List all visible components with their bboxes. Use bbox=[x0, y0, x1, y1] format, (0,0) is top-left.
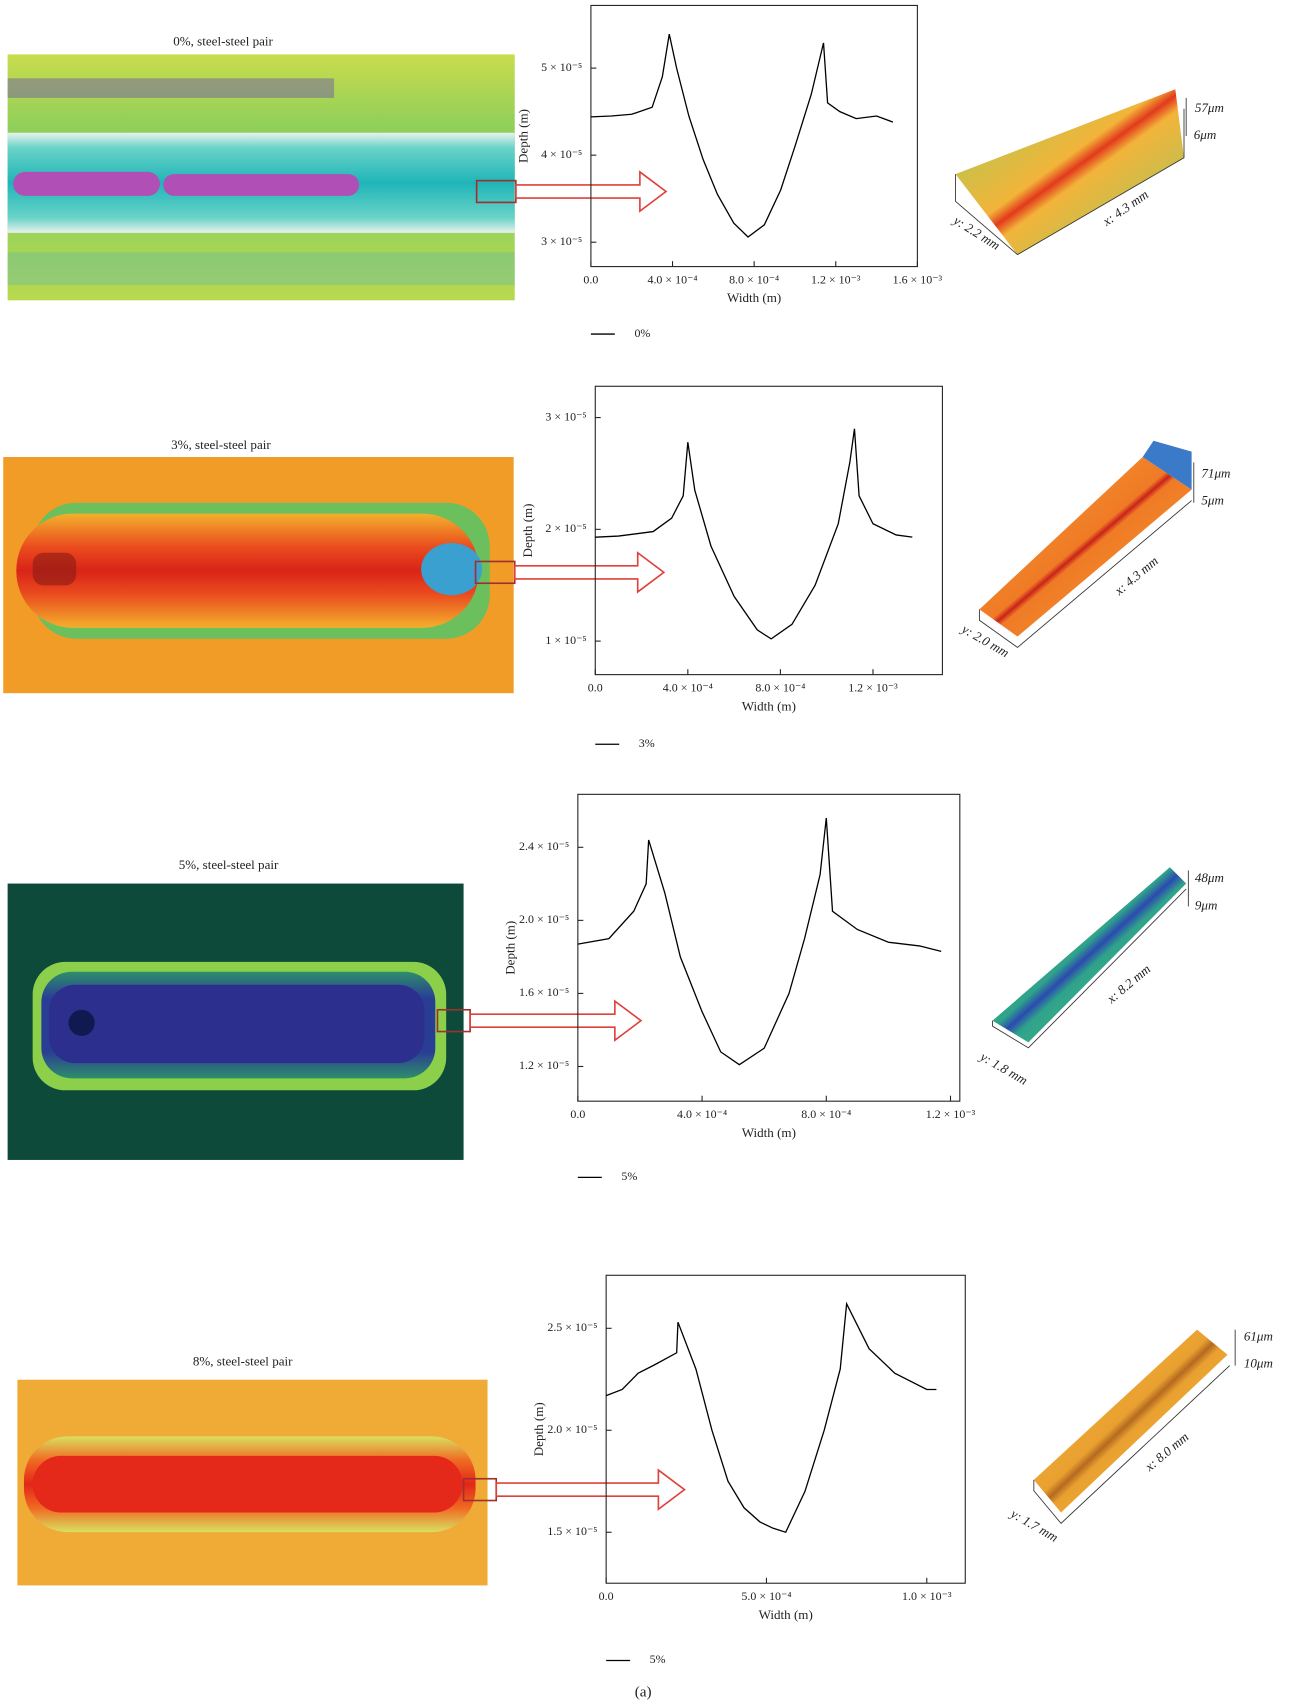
x-axis-label: Width (m) bbox=[742, 1125, 796, 1140]
data-line bbox=[595, 428, 913, 640]
surface-3d bbox=[1033, 1329, 1236, 1525]
surface-label: y: 1.7 mm bbox=[1007, 1505, 1061, 1545]
x-tick-label: 8.0 × 10⁻⁴ bbox=[801, 1107, 851, 1121]
x-axis-label: Width (m) bbox=[759, 1607, 813, 1622]
x-tick-label: 1.0 × 10⁻³ bbox=[902, 1589, 952, 1603]
y-tick-label: 2 × 10⁻⁵ bbox=[545, 521, 586, 535]
data-line bbox=[590, 34, 894, 238]
panel-title: 8%, steel-steel pair bbox=[193, 1353, 293, 1368]
x-tick-label: 1.2 × 10⁻³ bbox=[926, 1107, 976, 1121]
y-tick-label: 2.0 × 10⁻⁵ bbox=[519, 912, 569, 926]
surface-3d bbox=[955, 89, 1187, 256]
y-tick-label: 3 × 10⁻⁵ bbox=[541, 234, 582, 248]
x-tick-label: 1.2 × 10⁻³ bbox=[848, 681, 898, 695]
y-tick-label: 2.4 × 10⁻⁵ bbox=[519, 839, 569, 853]
surface-label: 5μm bbox=[1201, 493, 1224, 508]
plot-frame bbox=[577, 793, 961, 1102]
arrow bbox=[436, 170, 686, 1511]
x-tick-label: 0.0 bbox=[599, 1589, 614, 1603]
surface-label: 10μm bbox=[1244, 1356, 1273, 1371]
surface-label: x: 8.0 mm bbox=[1141, 1429, 1191, 1474]
x-tick-label: 4.0 × 10⁻⁴ bbox=[663, 681, 713, 695]
panel-title: 5%, steel-steel pair bbox=[179, 857, 279, 872]
surface-label: 61μm bbox=[1244, 1328, 1273, 1343]
surface-label: x: 8.2 mm bbox=[1103, 961, 1153, 1006]
y-tick-label: 1.5 × 10⁻⁵ bbox=[547, 1524, 597, 1538]
legend-label: 3% bbox=[639, 736, 655, 750]
x-tick-label: 4.0 × 10⁻⁴ bbox=[677, 1107, 727, 1121]
x-tick-label: 0.0 bbox=[570, 1107, 585, 1121]
x-tick-label: 1.2 × 10⁻³ bbox=[811, 272, 861, 286]
plot-frame bbox=[605, 1274, 966, 1584]
legend-label: 5% bbox=[650, 1652, 666, 1666]
data-line bbox=[605, 1301, 937, 1534]
y-tick-label: 1.6 × 10⁻⁵ bbox=[519, 985, 569, 999]
surface-label: x: 4.3 mm bbox=[1111, 553, 1161, 598]
legend-label: 0% bbox=[634, 326, 650, 340]
y-tick-label: 1 × 10⁻⁵ bbox=[545, 633, 586, 647]
x-tick-label: 0.0 bbox=[583, 272, 598, 286]
x-axis-label: Width (m) bbox=[727, 290, 781, 305]
y-tick-label: 2.5 × 10⁻⁵ bbox=[547, 1320, 597, 1334]
x-tick-label: 4.0 × 10⁻⁴ bbox=[647, 272, 697, 286]
surface-image bbox=[17, 1379, 488, 1586]
legend-label: 5% bbox=[621, 1169, 637, 1183]
surface-label: 48μm bbox=[1195, 870, 1224, 885]
surface-label: 9μm bbox=[1195, 897, 1218, 912]
surface-3d bbox=[992, 867, 1189, 1049]
y-tick-label: 2.0 × 10⁻⁵ bbox=[547, 1422, 597, 1436]
surface-3d bbox=[978, 440, 1195, 648]
y-tick-label: 5 × 10⁻⁵ bbox=[541, 60, 582, 74]
x-tick-label: 8.0 × 10⁻⁴ bbox=[755, 681, 805, 695]
surface-label: 6μm bbox=[1194, 127, 1217, 142]
caption: (a) bbox=[635, 1684, 652, 1701]
panel-title: 0%, steel-steel pair bbox=[173, 33, 273, 48]
x-axis-label: Width (m) bbox=[742, 698, 796, 713]
y-tick-label: 4 × 10⁻⁵ bbox=[541, 147, 582, 161]
y-tick-label: 3 × 10⁻⁵ bbox=[545, 409, 586, 423]
y-axis-label: Depth (m) bbox=[531, 1402, 546, 1456]
plot-frame bbox=[590, 4, 918, 268]
surface-image bbox=[7, 54, 515, 301]
y-tick-label: 1.2 × 10⁻⁵ bbox=[519, 1058, 569, 1072]
x-tick-label: 0.0 bbox=[588, 681, 603, 695]
surface-image bbox=[3, 457, 514, 694]
x-tick-label: 5.0 × 10⁻⁴ bbox=[741, 1589, 791, 1603]
surface-image bbox=[7, 883, 464, 1160]
y-axis-label: Depth (m) bbox=[516, 109, 531, 163]
data-line bbox=[577, 818, 942, 1066]
y-axis-label: Depth (m) bbox=[502, 921, 517, 975]
surface-label: 71μm bbox=[1201, 465, 1230, 480]
y-axis-label: Depth (m) bbox=[520, 503, 535, 557]
x-tick-label: 1.6 × 10⁻³ bbox=[893, 272, 943, 286]
plot-frame bbox=[594, 385, 943, 676]
surface-label: 57μm bbox=[1195, 100, 1224, 115]
surface-label: y: 1.8 mm bbox=[976, 1048, 1030, 1088]
x-tick-label: 8.0 × 10⁻⁴ bbox=[729, 272, 779, 286]
panel-title: 3%, steel-steel pair bbox=[171, 437, 271, 452]
